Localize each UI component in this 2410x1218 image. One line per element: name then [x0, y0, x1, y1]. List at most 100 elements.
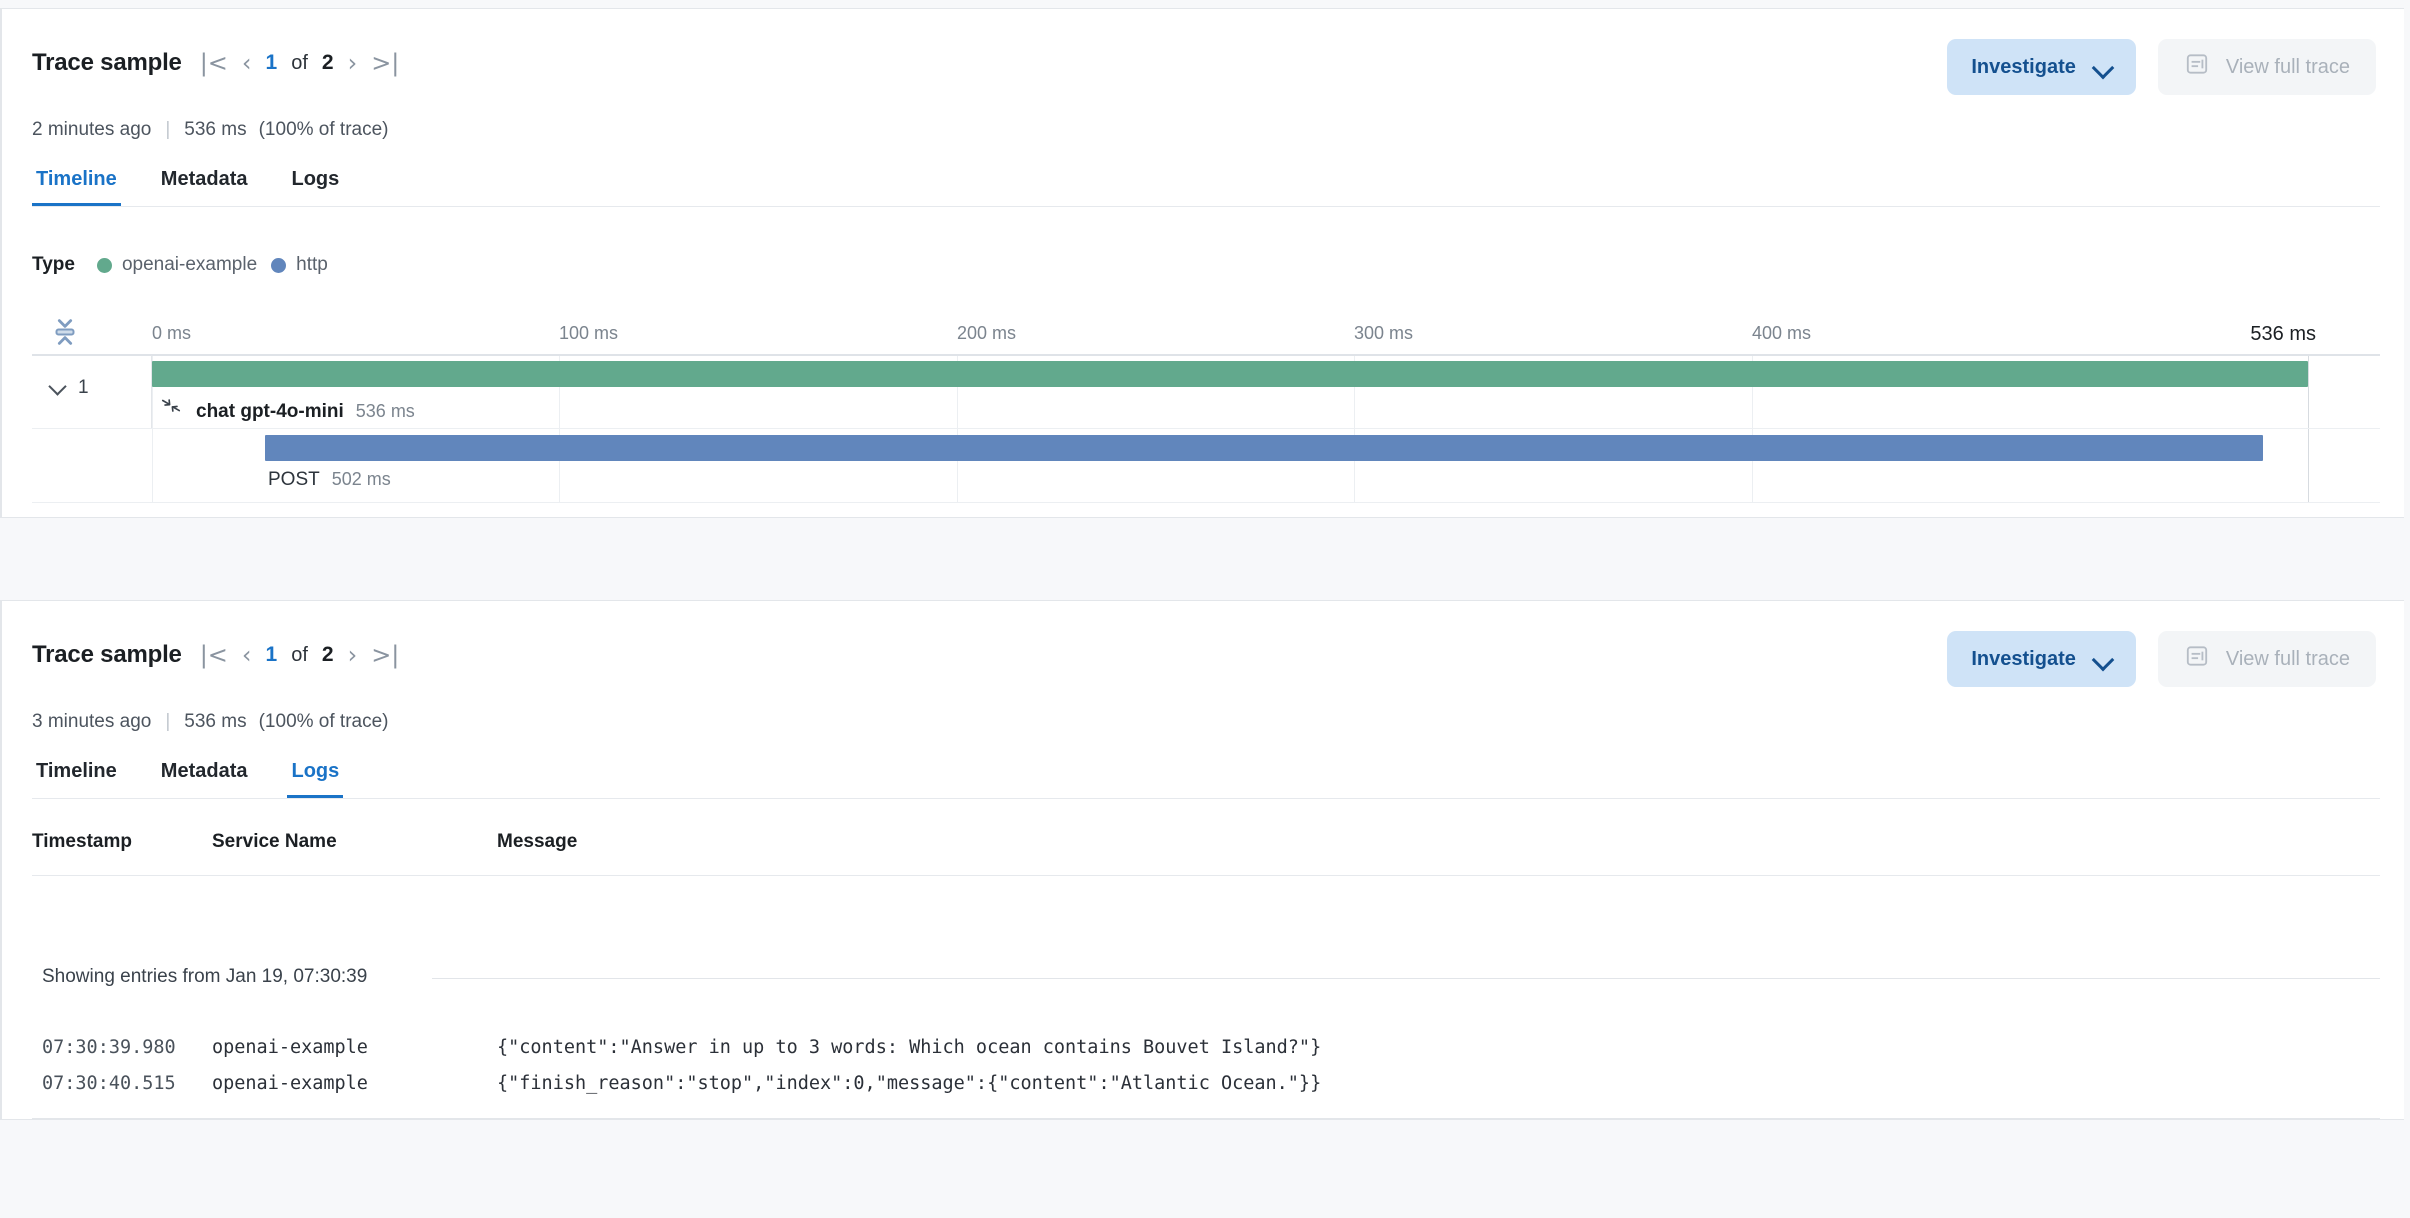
panel-tabs: Timeline Metadata Logs [32, 753, 344, 799]
logs-table: Timestamp Service Name Message Showing e… [32, 831, 2380, 1102]
logs-range-rule [432, 978, 2380, 979]
span-bar-openai-example[interactable] [152, 361, 2308, 387]
gridline-536ms [2308, 355, 2309, 503]
pager-prev-button[interactable]: ‹ [241, 49, 252, 77]
gridline-0ms [152, 355, 153, 503]
relative-timestamp: 2 minutes ago [32, 119, 152, 140]
tab-logs[interactable]: Logs [287, 760, 344, 799]
span-label-openai-example: chat gpt-4o-mini 536 ms [160, 395, 415, 423]
document-icon [2184, 51, 2210, 83]
meta-divider: | [165, 711, 171, 732]
trace-percent: (100% of trace) [258, 711, 389, 732]
span-expand-toggle[interactable]: 1 [50, 377, 89, 399]
legend-item-openai-example[interactable]: openai-example [96, 254, 258, 276]
pager-last-button[interactable]: >| [371, 641, 400, 669]
panel-header: Trace sample |< ‹ 1 of 2 › >| 3 minutes … [2, 601, 2404, 799]
log-timestamp: 07:30:40.515 [42, 1073, 176, 1094]
tab-timeline[interactable]: Timeline [36, 760, 117, 782]
logs-range-separator: Showing entries from Jan 19, 07:30:39 [32, 966, 2380, 996]
table-row[interactable]: 07:30:39.980 openai-example {"content":"… [32, 1030, 2380, 1066]
span-duration: 502 ms [331, 469, 391, 489]
chevron-down-icon [2094, 650, 2112, 668]
page-title: Trace sample [32, 641, 182, 668]
tab-logs[interactable]: Logs [291, 168, 340, 190]
logs-range-label: Showing entries from Jan 19, 07:30:39 [42, 966, 384, 988]
trace-sample-timeline-panel: Trace sample |< ‹ 1 of 2 › >| 2 minutes … [0, 8, 2404, 518]
pager-first-button[interactable]: |< [199, 49, 228, 77]
trace-timeline-chart: 0 ms 100 ms 200 ms 300 ms 400 ms 536 ms [32, 309, 2380, 504]
pager-last-button[interactable]: >| [371, 49, 400, 77]
column-header-timestamp: Timestamp [32, 831, 132, 852]
panel-header: Trace sample |< ‹ 1 of 2 › >| 2 minutes … [2, 9, 2404, 207]
document-icon [2184, 643, 2210, 675]
span-depth-label: 1 [78, 377, 89, 398]
chevron-down-icon [50, 380, 66, 396]
trace-duration: 536 ms [184, 711, 247, 732]
axis-tick-1: 100 ms [559, 323, 619, 343]
legend-label-openai-example: openai-example [121, 254, 258, 275]
span-name: chat gpt-4o-mini [196, 401, 344, 422]
log-message: {"finish_reason":"stop","index":0,"messa… [497, 1073, 1322, 1094]
span-name: POST [268, 469, 320, 490]
pager-of-label: of [291, 51, 308, 74]
investigate-label: Investigate [1971, 55, 2076, 78]
type-legend: Type openai-example http [32, 254, 328, 276]
axis-tick-3: 300 ms [1354, 323, 1414, 343]
trace-duration: 536 ms [184, 119, 247, 140]
column-header-message: Message [497, 831, 578, 852]
chevron-down-icon [2094, 58, 2112, 76]
log-service: openai-example [212, 1037, 368, 1058]
pager-next-button[interactable]: › [347, 641, 358, 669]
trace-meta-line: 2 minutes ago | 536 ms (100% of trace) [32, 119, 389, 141]
pager-total-pages: 2 [321, 51, 334, 74]
gridline-100ms [559, 355, 560, 503]
span-arrows-icon [160, 395, 182, 417]
header-title-row: Trace sample |< ‹ 1 of 2 › >| [32, 49, 399, 77]
sample-pager[interactable]: |< ‹ 1 of 2 › >| [200, 51, 400, 75]
log-timestamp: 07:30:39.980 [42, 1037, 176, 1058]
axis-tick-2: 200 ms [957, 323, 1017, 343]
legend-title: Type [32, 254, 75, 275]
log-service: openai-example [212, 1073, 368, 1094]
pager-total-pages: 2 [321, 643, 334, 666]
pager-prev-button[interactable]: ‹ [241, 641, 252, 669]
timeline-row-span-1[interactable]: POST 502 ms [32, 429, 2380, 503]
investigate-label: Investigate [1971, 647, 2076, 670]
collapse-all-icon[interactable] [48, 315, 82, 349]
investigate-button[interactable]: Investigate [1947, 39, 2136, 95]
span-label-http: POST 502 ms [268, 469, 391, 491]
axis-tick-total: 536 ms [2250, 323, 2316, 345]
timeline-rows: 1 chat gpt-4o-mini [32, 355, 2380, 503]
investigate-button[interactable]: Investigate [1947, 631, 2136, 687]
pager-first-button[interactable]: |< [199, 641, 228, 669]
span-duration: 536 ms [355, 401, 415, 421]
tab-timeline[interactable]: Timeline [32, 168, 121, 207]
logs-row-list: 07:30:39.980 openai-example {"content":"… [32, 1030, 2380, 1102]
trace-percent: (100% of trace) [258, 119, 389, 140]
legend-item-http[interactable]: http [271, 254, 328, 276]
sample-pager[interactable]: |< ‹ 1 of 2 › >| [200, 643, 400, 667]
span-row-topline [152, 355, 2380, 356]
tab-metadata[interactable]: Metadata [160, 760, 248, 782]
log-message: {"content":"Answer in up to 3 words: Whi… [497, 1037, 1322, 1058]
span-bar-http[interactable] [265, 435, 2263, 461]
tab-metadata[interactable]: Metadata [160, 168, 248, 190]
timeline-row-span-0[interactable]: 1 chat gpt-4o-mini [32, 355, 2380, 429]
pager-next-button[interactable]: › [347, 49, 358, 77]
page-title: Trace sample [32, 49, 182, 76]
view-full-trace-label: View full trace [2225, 647, 2350, 670]
trace-meta-line: 3 minutes ago | 536 ms (100% of trace) [32, 711, 389, 733]
axis-tick-4: 400 ms [1752, 323, 1812, 343]
trace-sample-logs-panel: Trace sample |< ‹ 1 of 2 › >| 3 minutes … [0, 600, 2404, 1120]
legend-dot-blue [271, 257, 287, 273]
axis-tick-0: 0 ms [152, 323, 192, 343]
header-actions: Investigate View full trace [1947, 39, 2376, 95]
pager-current-page: 1 [265, 51, 278, 74]
legend-label-http: http [296, 254, 328, 275]
view-full-trace-button[interactable]: View full trace [2157, 631, 2376, 687]
gridline-400ms [1752, 355, 1753, 503]
table-row[interactable]: 07:30:40.515 openai-example {"finish_rea… [32, 1066, 2380, 1102]
view-full-trace-button[interactable]: View full trace [2157, 39, 2376, 95]
panel-tabs: Timeline Metadata Logs [32, 161, 343, 207]
